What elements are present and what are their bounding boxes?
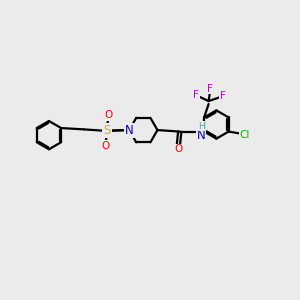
Text: N: N [197, 129, 206, 142]
Text: F: F [220, 91, 226, 101]
Text: O: O [104, 110, 112, 120]
Text: F: F [193, 90, 199, 100]
Text: H: H [198, 122, 205, 131]
Text: Cl: Cl [240, 130, 250, 140]
Text: F: F [207, 84, 213, 94]
Text: O: O [101, 141, 110, 151]
Text: N: N [125, 124, 134, 136]
Text: O: O [174, 144, 182, 154]
Text: S: S [103, 124, 111, 137]
